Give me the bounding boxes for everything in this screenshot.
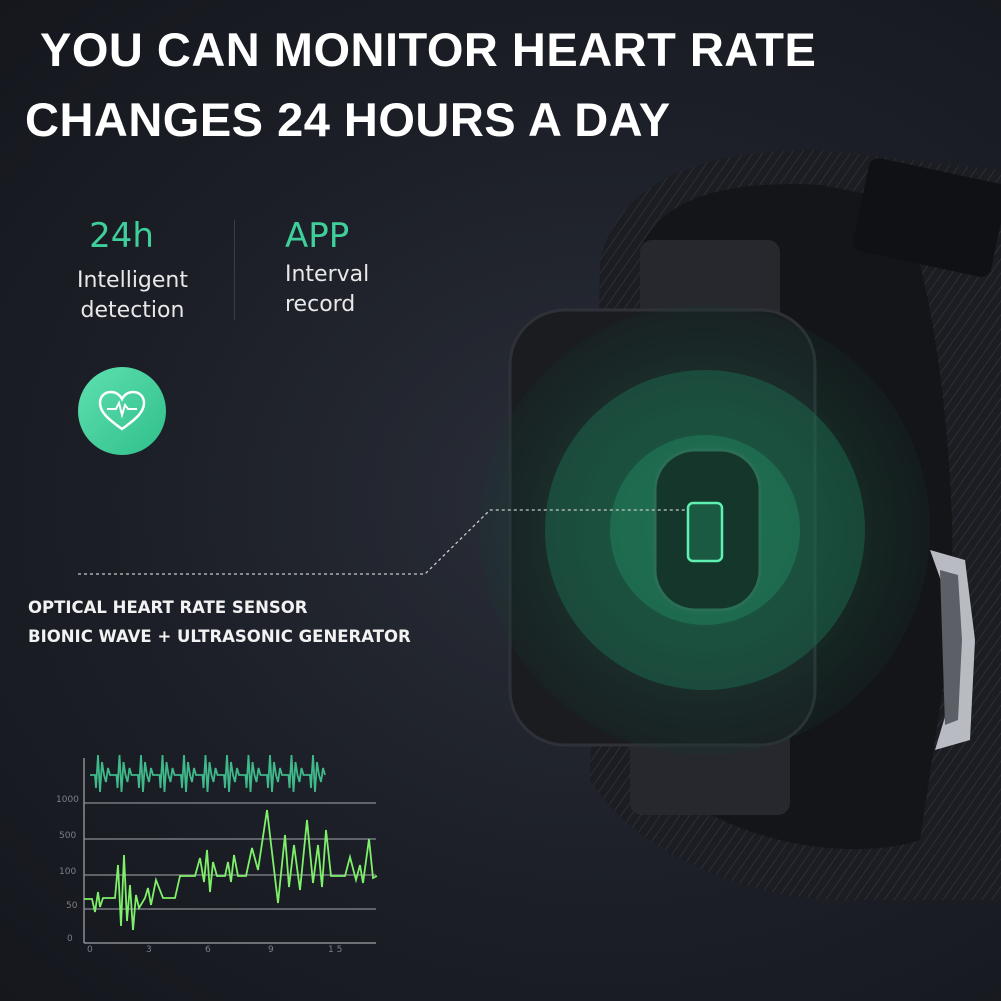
x-tick: 1 5	[328, 945, 343, 955]
heart-rate-chart	[83, 754, 378, 944]
sensor-callout-line-1: OPTICAL HEART RATE SENSOR	[28, 598, 308, 617]
feature-24h: 24h Intelligent detection	[55, 216, 210, 326]
y-tick: 500	[59, 831, 77, 841]
x-tick: 0	[87, 945, 93, 955]
y-tick: 50	[66, 901, 78, 911]
callout-line	[78, 509, 688, 575]
heart-pulse-icon	[98, 390, 146, 431]
watch-buckle	[930, 550, 975, 750]
divider	[234, 220, 235, 320]
y-tick: 0	[67, 934, 73, 944]
feature-label: Interval	[285, 262, 370, 287]
feature-label: Intelligent	[77, 268, 188, 293]
y-tick: 100	[59, 867, 77, 877]
headline-line-1: YOU CAN MONITOR HEART RATE	[40, 23, 817, 76]
feature-app: APP Interval record	[285, 216, 369, 320]
feature-value: 24h	[89, 216, 154, 256]
ecg-waveform	[90, 754, 326, 793]
heart-badge	[78, 367, 166, 455]
feature-value: APP	[285, 216, 350, 256]
x-tick: 3	[146, 945, 152, 955]
heart-rate-waveform	[84, 809, 378, 931]
y-tick: 1000	[56, 795, 79, 805]
sensor-callout-line-2: BIONIC WAVE + ULTRASONIC GENERATOR	[28, 627, 411, 646]
headline-line-2: CHANGES 24 HOURS A DAY	[25, 93, 671, 146]
x-tick: 9	[268, 945, 274, 955]
sensor-light	[686, 501, 724, 563]
x-tick: 6	[205, 945, 211, 955]
feature-label: record	[285, 292, 356, 317]
feature-label: detection	[80, 298, 185, 323]
